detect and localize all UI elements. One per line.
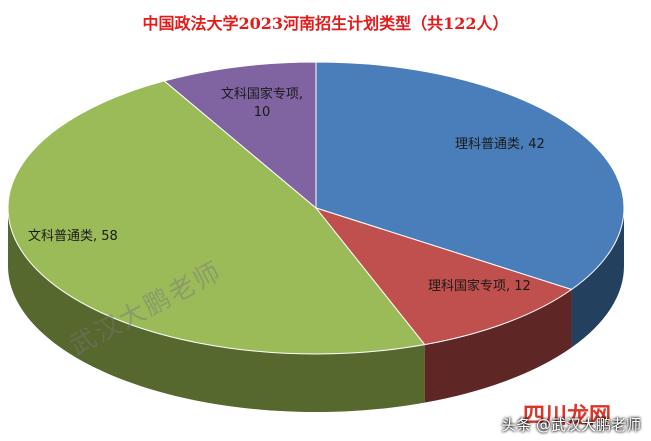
pie-value-label-3: 10: [254, 105, 271, 120]
pie-label-1: 理科国家专项, 12: [428, 278, 531, 294]
pie-label-0: 理科普通类, 42: [455, 137, 545, 152]
footer-brand: 头条 @武汉大鹏老师: [501, 416, 641, 434]
site-watermark: 四川龙网: [520, 398, 615, 430]
pie-side-0: [571, 208, 624, 348]
pie-label-3: 文科国家专项,: [221, 86, 303, 102]
chart-title: 中国政法大学2023河南招生计划类型（共122人）: [142, 14, 509, 33]
pie-slices: [7, 61, 625, 355]
pie-slice-3: [163, 61, 317, 210]
pie-sides: [8, 208, 624, 412]
pie-label-2: 文科普通类, 58: [28, 229, 118, 244]
pie-side-2: [8, 208, 425, 412]
pie-labels: 理科普通类, 42 理科国家专项, 12 文科普通类, 58 文科国家专项, 10: [28, 86, 545, 294]
pie-side-1: [424, 289, 572, 403]
pie-slice-0: [315, 61, 625, 291]
pie-slice-2: [7, 80, 426, 355]
pie-slice-1: [314, 207, 573, 346]
